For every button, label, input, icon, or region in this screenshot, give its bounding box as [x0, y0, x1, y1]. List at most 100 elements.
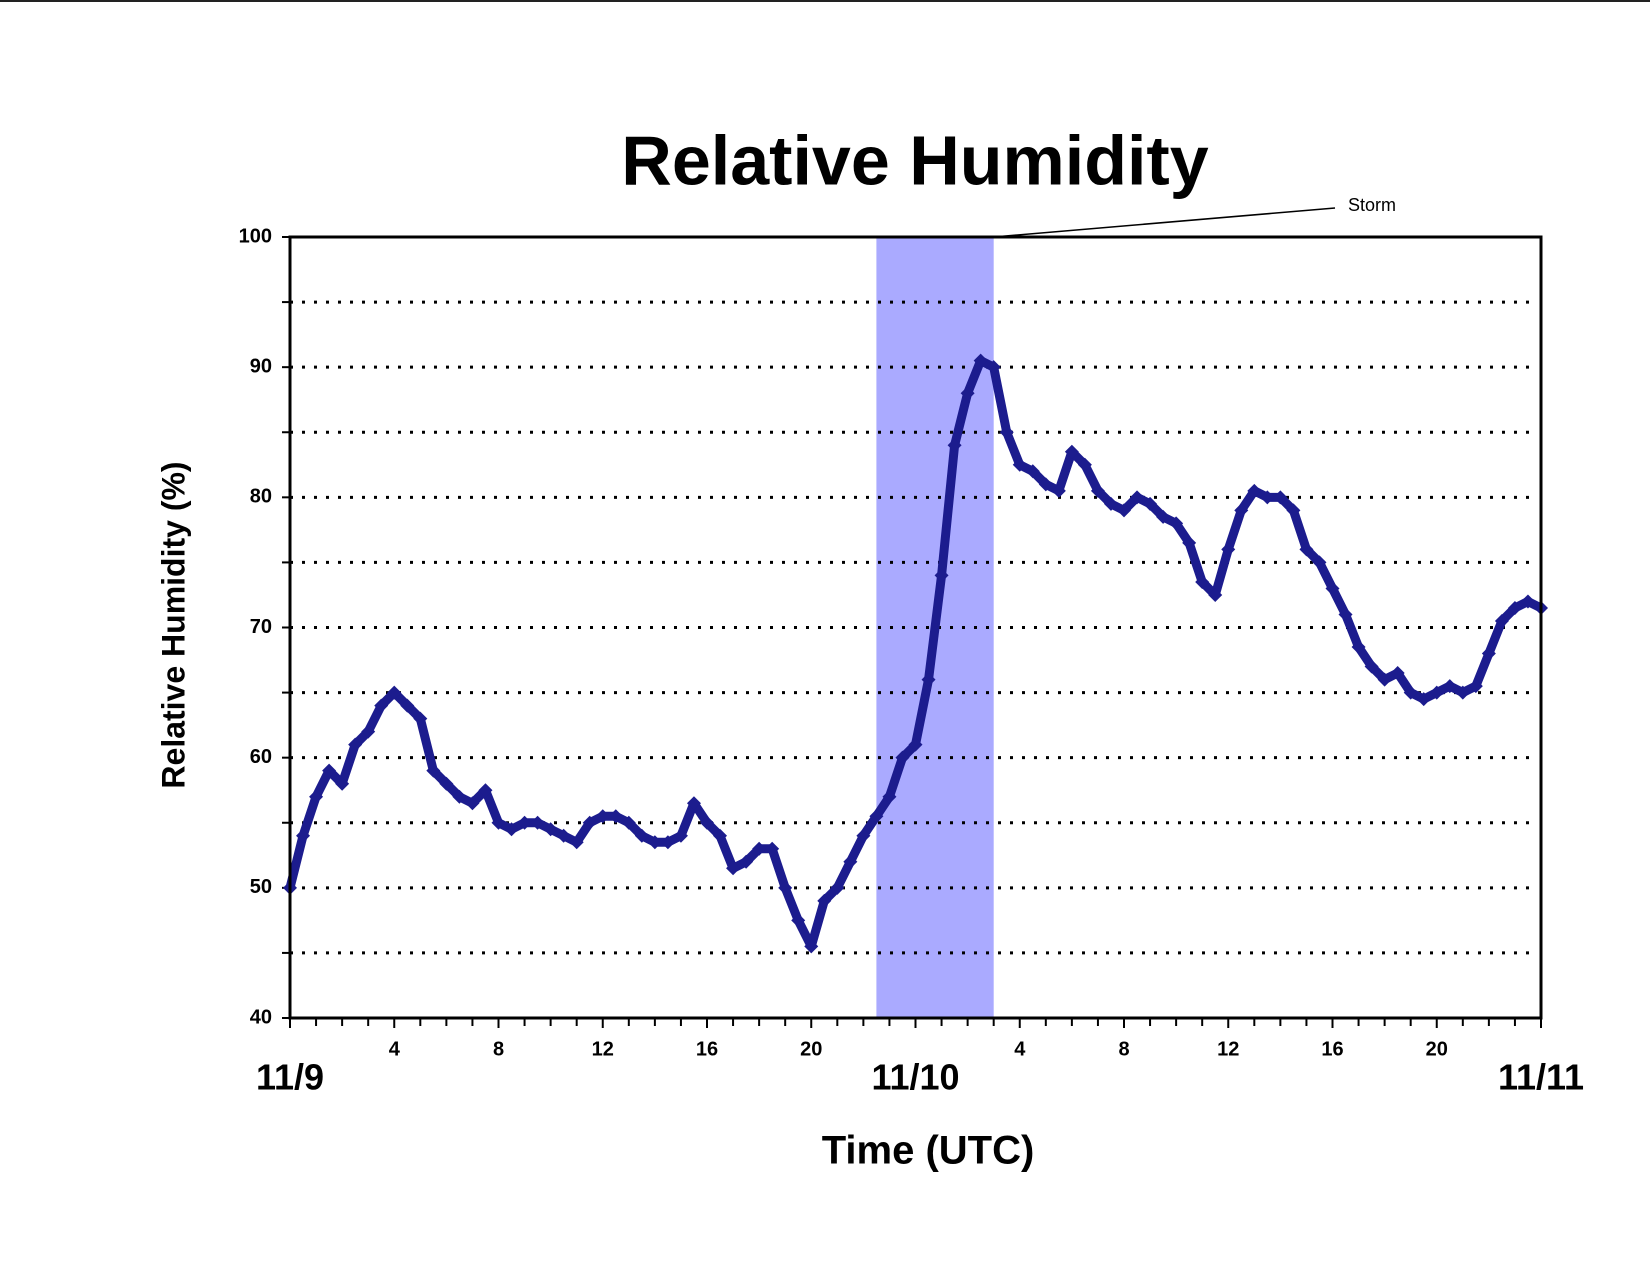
data-point — [1351, 640, 1366, 655]
data-point — [791, 913, 806, 928]
data-point — [595, 809, 610, 824]
data-point — [752, 841, 767, 856]
y-tick-label: 90 — [250, 355, 272, 377]
data-point — [700, 815, 714, 830]
y-tick-label: 80 — [250, 486, 272, 508]
data-point — [1130, 490, 1145, 505]
data-point — [1403, 685, 1418, 700]
data-point — [778, 880, 793, 895]
x-date-label: 11/10 — [871, 1057, 959, 1098]
plot-frame — [288, 235, 1543, 1020]
data-point — [465, 796, 480, 811]
x-axis-label: Time (UTC) — [822, 1129, 1035, 1173]
y-tick-label: 50 — [250, 876, 272, 898]
data-point — [856, 828, 871, 843]
data-point — [491, 815, 506, 830]
data-point — [1247, 483, 1262, 498]
data-point — [361, 724, 376, 739]
data-point — [1025, 464, 1040, 479]
data-point — [1468, 679, 1483, 694]
data-point — [1077, 457, 1092, 472]
y-tick-label: 70 — [250, 616, 272, 638]
data-point — [869, 809, 884, 824]
data-point — [1364, 659, 1379, 674]
data-point — [973, 353, 988, 368]
data-point — [726, 861, 741, 876]
data-point — [1182, 535, 1197, 550]
data-point — [322, 763, 337, 778]
data-point — [895, 750, 910, 765]
x-date-label: 11/11 — [1498, 1057, 1584, 1098]
data-point — [960, 386, 975, 401]
data-point — [621, 815, 636, 830]
data-point — [804, 939, 819, 954]
data-point — [426, 763, 441, 778]
data-point — [1051, 483, 1066, 498]
data-point — [1286, 503, 1301, 518]
data-point — [1195, 574, 1210, 589]
data-point — [439, 776, 454, 791]
data-point — [1312, 555, 1327, 570]
x-tick-label: 4 — [389, 1038, 401, 1060]
data-point — [296, 828, 311, 843]
data-point — [1481, 646, 1496, 661]
data-point — [1221, 542, 1236, 557]
x-tick-label: 8 — [1118, 1038, 1129, 1060]
data-point — [504, 822, 519, 837]
y-tick-label: 60 — [250, 746, 272, 768]
data-point — [882, 789, 897, 804]
data-point — [1299, 542, 1314, 557]
data-point — [1416, 692, 1431, 707]
data-point — [1273, 490, 1288, 505]
data-point — [673, 828, 688, 843]
data-point — [1377, 672, 1392, 687]
data-point — [387, 685, 402, 700]
data-point — [1103, 496, 1118, 511]
x-tick-label: 12 — [1217, 1038, 1239, 1060]
data-point — [908, 737, 923, 752]
data-point — [1038, 477, 1053, 492]
data-point — [543, 822, 558, 837]
data-point — [1012, 457, 1027, 472]
data-point — [739, 854, 754, 869]
data-point — [1143, 496, 1158, 511]
data-point — [374, 698, 389, 713]
data-point — [1090, 483, 1105, 498]
data-point — [309, 789, 324, 804]
x-date-label: 11/9 — [256, 1057, 324, 1098]
data-point — [452, 789, 467, 804]
data-point — [1338, 607, 1353, 622]
data-point — [400, 698, 415, 713]
x-tick-label: 12 — [592, 1038, 614, 1060]
data-point — [569, 835, 584, 850]
data-point — [1325, 581, 1340, 596]
data-point — [1455, 685, 1470, 700]
data-point — [830, 880, 845, 895]
data-point — [556, 828, 571, 843]
data-point — [530, 815, 545, 830]
data-point — [921, 672, 936, 687]
data-point — [1520, 594, 1535, 609]
data-point — [843, 854, 858, 869]
data-point — [1064, 444, 1079, 459]
data-point — [986, 360, 1001, 375]
x-tick-label: 20 — [800, 1038, 822, 1060]
data-point — [1429, 685, 1444, 700]
data-point — [478, 783, 493, 798]
y-axis-label: Relative Humidity (%) — [155, 461, 191, 788]
data-point — [413, 711, 428, 726]
x-tick-label: 20 — [1426, 1038, 1448, 1060]
data-point — [1234, 503, 1249, 518]
data-point — [660, 835, 675, 850]
data-point — [517, 815, 532, 830]
x-tick-label: 4 — [1014, 1038, 1026, 1060]
y-tick-label: 100 — [239, 225, 272, 247]
data-point — [1390, 666, 1405, 681]
chart-title: Relative Humidity — [621, 121, 1208, 199]
data-point — [608, 809, 623, 824]
data-point — [817, 893, 832, 908]
data-point — [1507, 600, 1522, 615]
data-point — [348, 737, 363, 752]
data-point — [1169, 516, 1184, 531]
